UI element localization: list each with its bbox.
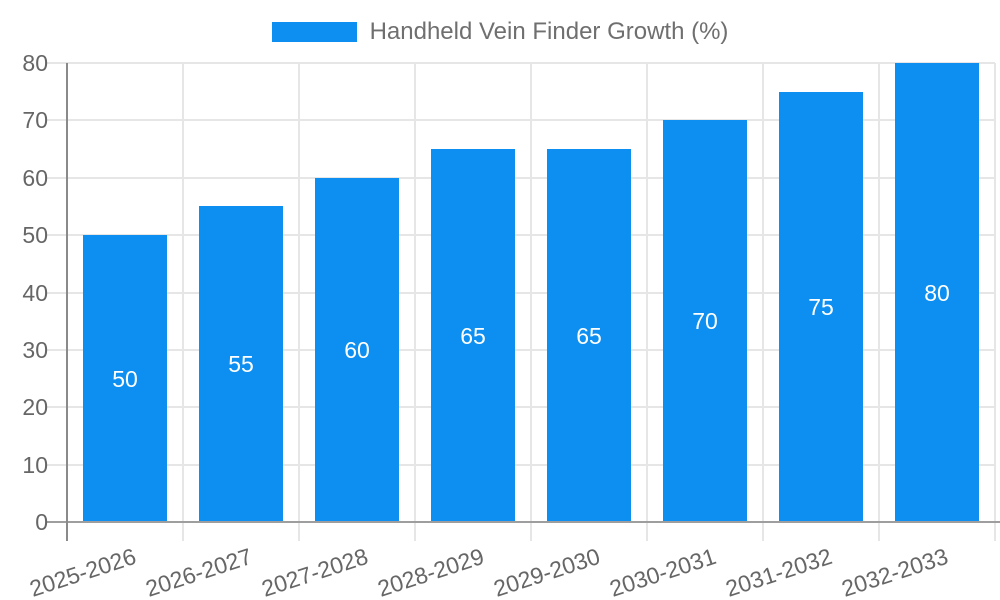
bar-2028-2029[interactable] [431,149,515,522]
bar-value-label: 75 [808,293,834,320]
gridline-vertical [414,63,416,541]
bar-2029-2030[interactable] [547,149,631,522]
bar-value-label: 65 [576,322,602,349]
gridline-horizontal [47,176,995,179]
bar-2025-2026[interactable] [83,235,167,522]
y-axis-label: 10 [22,451,48,478]
y-axis-label: 30 [22,336,48,363]
bar-value-label: 55 [228,351,254,378]
x-axis-line [47,521,1000,523]
bar-2032-2033[interactable] [895,63,979,522]
y-axis-label: 60 [22,164,48,191]
bar-value-label: 65 [460,322,486,349]
bar-value-label: 50 [112,365,138,392]
gridline-horizontal [47,234,995,237]
bar-value-label: 60 [344,336,370,363]
gridline-vertical [298,63,300,541]
legend: Handheld Vein Finder Growth (%) [0,18,1000,46]
gridline-vertical [646,63,648,541]
gridline-horizontal [47,406,995,409]
gridline-vertical [762,63,764,541]
bar-2030-2031[interactable] [663,120,747,522]
legend-swatch-icon [271,22,357,42]
gridline-horizontal [47,463,995,466]
y-axis-label: 0 [35,509,48,535]
y-axis-line [66,63,68,541]
y-axis-label: 80 [22,50,48,76]
bar-value-label: 70 [692,308,718,335]
y-axis-label: 70 [22,107,48,134]
y-axis-label: 40 [22,279,48,306]
legend-label: Handheld Vein Finder Growth (%) [369,18,729,45]
gridline-vertical [182,63,184,541]
bar-value-label: 80 [924,279,950,306]
gridline-vertical [530,63,532,541]
gridline-horizontal [47,348,995,351]
y-axis-label: 50 [22,222,48,249]
gridline-vertical [994,63,996,541]
bar-2031-2032[interactable] [779,91,863,522]
y-axis-label: 20 [22,394,48,421]
gridline-horizontal [47,62,995,64]
bar-2026-2027[interactable] [199,206,283,522]
gridline-vertical [878,63,880,541]
gridline-horizontal [47,119,995,122]
bar-2027-2028[interactable] [315,177,399,522]
gridline-horizontal [47,291,995,294]
